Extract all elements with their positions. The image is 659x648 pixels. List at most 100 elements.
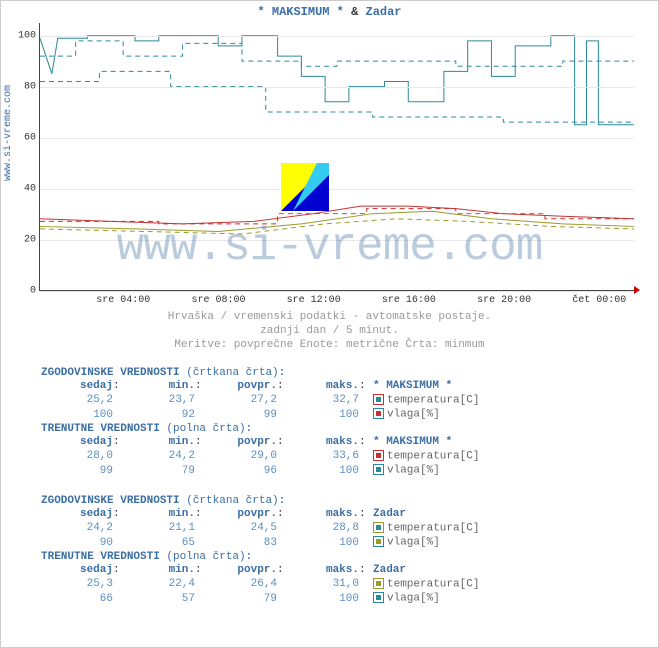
stat-value: 92: [123, 407, 195, 421]
stats-heading: ZGODOVINSKE VREDNOSTI (črtkana črta):: [41, 367, 479, 379]
table-row: 25,223,727,232,7temperatura[C]: [41, 393, 479, 407]
stat-value: 24,2: [41, 521, 113, 535]
stat-value: 100: [287, 535, 359, 549]
swatch-icon: [373, 536, 384, 547]
stat-value: 28,0: [41, 449, 113, 463]
series-zadar_temp_cur: [40, 211, 634, 231]
ytick-label: 20: [12, 234, 36, 245]
title-a: * MAKSIMUM *: [257, 5, 343, 19]
title-b: Zadar: [366, 5, 402, 19]
swatch-icon: [373, 394, 384, 405]
xtick-label: sre 20:00: [477, 295, 531, 306]
col-header: maks.: [287, 435, 359, 449]
stat-value: 99: [41, 463, 113, 477]
series-zadar_temp_hist: [40, 219, 634, 234]
col-header: povpr.: [205, 435, 277, 449]
col-header: maks.: [287, 507, 359, 521]
series-label: vlaga[%]: [369, 407, 479, 421]
stat-value: 29,0: [205, 449, 277, 463]
swatch-icon: [373, 578, 384, 589]
stat-value: 25,2: [41, 393, 113, 407]
stat-value: 28,8: [287, 521, 359, 535]
col-header: maks.: [287, 563, 359, 577]
col-header: sedaj: [41, 435, 113, 449]
table-row: 24,2 21,1 24,5 28,8 temperatura[C]: [41, 521, 479, 535]
stat-value: 24,2: [123, 449, 195, 463]
stats-block: ZGODOVINSKE VREDNOSTI (črtkana črta):sed…: [41, 367, 479, 422]
gridline: [40, 36, 634, 37]
xtick-label: čet 00:00: [572, 295, 626, 306]
stat-value: 100: [287, 591, 359, 605]
gridline: [40, 291, 634, 292]
chart-title: * MAKSIMUM * & Zadar: [1, 5, 658, 19]
table-row: 28,024,229,033,6temperatura[C]: [41, 449, 479, 463]
xtick-label: sre 16:00: [382, 295, 436, 306]
series-name: Zadar: [369, 507, 479, 521]
series-name: Zadar: [369, 563, 479, 577]
col-header: min.: [123, 507, 195, 521]
stat-value: 100: [287, 463, 359, 477]
xtick-label: sre 04:00: [96, 295, 150, 306]
series-max_vlaga_hist: [40, 41, 634, 66]
stat-value: 79: [205, 591, 277, 605]
table-row: 25,322,426,431,0temperatura[C]: [41, 577, 479, 591]
gridline: [40, 240, 634, 241]
col-header: min.: [123, 435, 195, 449]
swatch-icon: [373, 592, 384, 603]
stat-value: 100: [287, 407, 359, 421]
stat-value: 90: [41, 535, 113, 549]
caption-3: Meritve: povprečne Enote: metrične Črta:…: [1, 339, 658, 351]
stat-value: 23,7: [123, 393, 195, 407]
stats-table: sedaj:min.:povpr.:maks.:* MAKSIMUM *28,0…: [41, 435, 479, 478]
stat-value: 79: [123, 463, 195, 477]
stats-table: sedaj:min.:povpr.:maks.:Zadar24,221,124,…: [41, 507, 479, 550]
series-zadar_vlaga_hist: [40, 71, 634, 122]
stat-value: 25,3: [41, 577, 113, 591]
stat-value: 100: [41, 407, 113, 421]
xtick-label: sre 08:00: [191, 295, 245, 306]
col-header: maks.: [287, 379, 359, 393]
stats-table: sedaj:min.:povpr.:maks.:* MAKSIMUM *25,2…: [41, 379, 479, 422]
gridline: [40, 189, 634, 190]
swatch-icon: [373, 408, 384, 419]
series-max_vlaga_cur: [40, 36, 634, 125]
series-label: vlaga[%]: [369, 463, 479, 477]
col-header: sedaj: [41, 563, 113, 577]
table-row: 1009299100vlaga[%]: [41, 407, 479, 421]
stats-block: TRENUTNE VREDNOSTI (polna črta):sedaj:mi…: [41, 551, 479, 606]
ytick-label: 40: [12, 183, 36, 194]
caption-2: zadnji dan / 5 minut.: [1, 325, 658, 337]
xtick-label: sre 12:00: [287, 295, 341, 306]
gridline: [40, 138, 634, 139]
chart-area: 020406080100sre 04:00sre 08:00sre 12:00s…: [39, 23, 634, 291]
stat-value: 21,1: [123, 521, 195, 535]
table-row: 665779100vlaga[%]: [41, 591, 479, 605]
ytick-label: 0: [12, 286, 36, 297]
series-name: * MAKSIMUM *: [369, 435, 479, 449]
series-label: temperatura[C]: [369, 521, 479, 535]
stat-value: 24,5: [205, 521, 277, 535]
stats-heading: TRENUTNE VREDNOSTI (polna črta):: [41, 423, 479, 435]
series-label: temperatura[C]: [369, 393, 479, 407]
watermark-logo-icon: [281, 163, 329, 211]
ytick-label: 100: [12, 30, 36, 41]
stat-value: 31,0: [287, 577, 359, 591]
col-header: sedaj: [41, 507, 113, 521]
series-label: temperatura[C]: [369, 577, 479, 591]
series-name: * MAKSIMUM *: [369, 379, 479, 393]
stats-block: TRENUTNE VREDNOSTI (polna črta):sedaj:mi…: [41, 423, 479, 478]
stats-table: sedaj:min.:povpr.:maks.:Zadar25,322,426,…: [41, 563, 479, 606]
swatch-icon: [373, 464, 384, 475]
stat-value: 26,4: [205, 577, 277, 591]
x-axis-arrow-icon: [634, 286, 640, 294]
ytick-label: 60: [12, 132, 36, 143]
stat-value: 66: [41, 591, 113, 605]
page: www.si-vreme.com * MAKSIMUM * & Zadar 02…: [1, 1, 658, 647]
table-row: 906583100vlaga[%]: [41, 535, 479, 549]
stat-value: 27,2: [205, 393, 277, 407]
ytick-label: 80: [12, 81, 36, 92]
title-amp: &: [351, 5, 358, 19]
col-header: sedaj: [41, 379, 113, 393]
stats-heading: ZGODOVINSKE VREDNOSTI (črtkana črta):: [41, 495, 479, 507]
series-label: vlaga[%]: [369, 535, 479, 549]
